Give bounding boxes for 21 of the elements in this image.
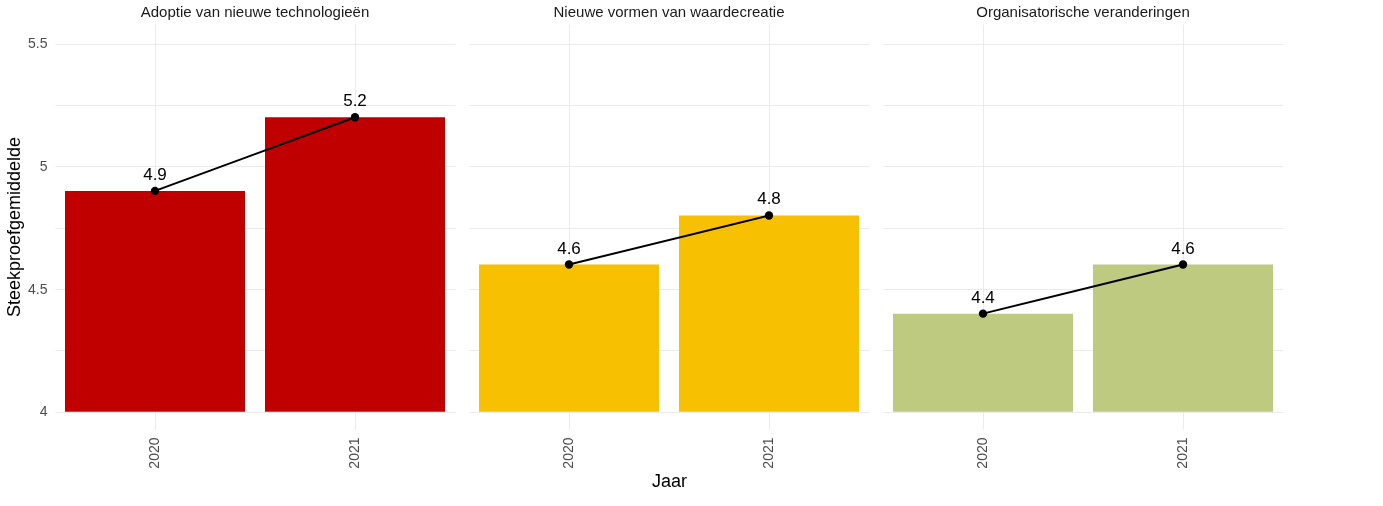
x-tick-label: 2020 <box>974 437 990 469</box>
y-tick-label: 4 <box>39 403 48 420</box>
x-tick-label: 2020 <box>560 437 576 469</box>
y-tick-label: 5 <box>39 157 48 174</box>
data-label: 4.9 <box>143 164 167 184</box>
chart-title: Nieuwe vormen van waardecreatie <box>553 3 785 20</box>
x-tick-label: 2021 <box>760 437 776 469</box>
data-label: 5.2 <box>343 91 367 111</box>
data-label: 4.6 <box>1171 238 1195 258</box>
y-axis-title: Steekproefgemiddelde <box>4 136 25 318</box>
x-axis-title: Jaar <box>651 470 688 491</box>
data-label: 4.4 <box>971 287 995 307</box>
y-tick-label: 4.5 <box>28 280 48 297</box>
chart-title: Organisatorische veranderingen <box>976 3 1190 20</box>
x-tick-label: 2020 <box>146 437 162 469</box>
x-tick-label: 2021 <box>1174 437 1190 469</box>
data-label: 4.8 <box>757 189 781 209</box>
x-tick-label: 2021 <box>346 437 362 469</box>
y-tick-label: 5.5 <box>28 35 48 52</box>
chart-title: Adoptie van nieuwe technologieën <box>140 3 370 20</box>
data-label: 4.6 <box>557 238 581 258</box>
